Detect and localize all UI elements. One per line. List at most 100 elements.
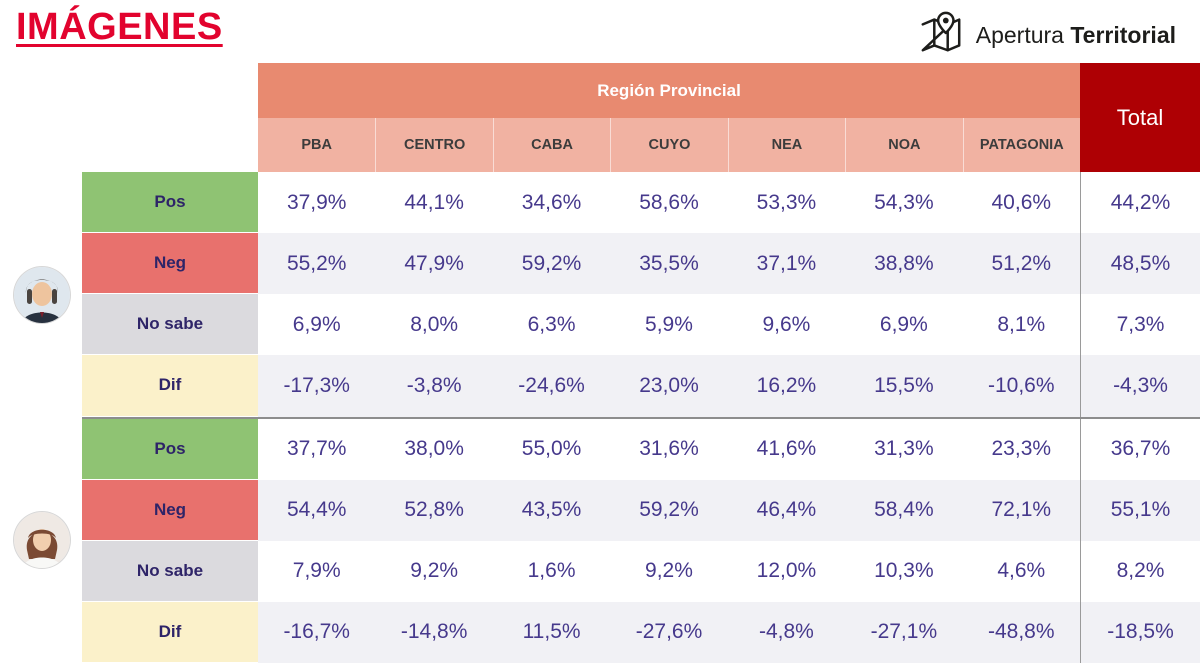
- table-row: Pos 37,9% 44,1% 34,6% 58,6% 53,3% 54,3% 40,6% 44…: [82, 172, 1200, 234]
- value-cell: 52,8%: [375, 479, 493, 541]
- value-cell: 5,9%: [610, 294, 728, 356]
- value-cell: 10,3%: [845, 540, 963, 602]
- value-cell: -17,3%: [258, 355, 376, 417]
- value-cell: -24,6%: [492, 355, 611, 417]
- person-1-photo: [14, 267, 70, 323]
- region-group-header: Región Provincial: [258, 63, 1080, 118]
- table-row: Dif -16,7% -14,8% 11,5% -27,6% -4,8% -27,1% -48…: [82, 601, 1200, 663]
- table-row: No sabe 7,9% 9,2% 1,6% 9,2% 12,0% 10,3% 4,6% 8,2…: [82, 540, 1200, 602]
- value-cell: 37,9%: [258, 172, 376, 234]
- total-cell: 8,2%: [1080, 540, 1200, 602]
- value-cell: -27,6%: [610, 601, 728, 663]
- person-2-photo: [14, 512, 70, 568]
- value-cell: 7,9%: [258, 540, 376, 602]
- value-cell: 44,1%: [375, 172, 493, 234]
- row-label-nosabe: No sabe: [82, 540, 258, 602]
- row-label-neg: Neg: [82, 479, 258, 541]
- value-cell: -14,8%: [375, 601, 493, 663]
- value-cell: 55,0%: [492, 418, 611, 480]
- column-header-row: PBA CENTRO CABA CUYO NEA NOA PATAGONIA: [258, 118, 1080, 172]
- value-cell: -3,8%: [375, 355, 493, 417]
- value-cell: 9,6%: [727, 294, 846, 356]
- branding-label: Apertura Territorial: [976, 22, 1176, 49]
- value-cell: 1,6%: [492, 540, 611, 602]
- value-cell: 55,2%: [258, 233, 376, 295]
- map-location-icon: [918, 10, 964, 61]
- value-cell: 6,9%: [258, 294, 376, 356]
- value-cell: 58,4%: [845, 479, 963, 541]
- column-header-nea: NEA: [727, 118, 846, 172]
- value-cell: 53,3%: [727, 172, 846, 234]
- value-cell: -48,8%: [962, 601, 1080, 663]
- value-cell: -10,6%: [962, 355, 1080, 417]
- value-cell: 15,5%: [845, 355, 963, 417]
- row-label-neg: Neg: [82, 233, 258, 295]
- value-cell: -4,8%: [727, 601, 846, 663]
- value-cell: 37,7%: [258, 418, 376, 480]
- total-header: Total: [1080, 63, 1200, 172]
- total-cell: -4,3%: [1080, 355, 1200, 417]
- value-cell: 6,3%: [492, 294, 611, 356]
- page-title: IMÁGENES: [16, 6, 223, 48]
- row-label-dif: Dif: [82, 601, 258, 663]
- column-header-noa: NOA: [845, 118, 963, 172]
- total-cell: 48,5%: [1080, 233, 1200, 295]
- branding-suffix: Territorial: [1070, 22, 1176, 48]
- branding-prefix: Apertura: [975, 22, 1064, 48]
- value-cell: 58,6%: [610, 172, 728, 234]
- value-cell: 38,0%: [375, 418, 493, 480]
- value-cell: 38,8%: [845, 233, 963, 295]
- value-cell: 47,9%: [375, 233, 493, 295]
- table-row: No sabe 6,9% 8,0% 6,3% 5,9% 9,6% 6,9% 8,1% 7,3%: [82, 294, 1200, 356]
- row-label-nosabe: No sabe: [82, 294, 258, 356]
- total-cell: 44,2%: [1080, 172, 1200, 234]
- value-cell: 34,6%: [492, 172, 611, 234]
- column-header-caba: CABA: [492, 118, 611, 172]
- value-cell: 23,0%: [610, 355, 728, 417]
- total-cell: 36,7%: [1080, 418, 1200, 480]
- table-body: Pos 37,9% 44,1% 34,6% 58,6% 53,3% 54,3% 40,6% 44…: [82, 172, 1200, 663]
- value-cell: 23,3%: [962, 418, 1080, 480]
- row-label-pos: Pos: [82, 172, 258, 234]
- value-cell: 43,5%: [492, 479, 611, 541]
- column-header-centro: CENTRO: [375, 118, 493, 172]
- value-cell: 8,1%: [962, 294, 1080, 356]
- branding: Apertura Territorial: [918, 10, 1176, 61]
- value-cell: 54,4%: [258, 479, 376, 541]
- value-cell: 4,6%: [962, 540, 1080, 602]
- value-cell: 46,4%: [727, 479, 846, 541]
- value-cell: 37,1%: [727, 233, 846, 295]
- value-cell: 12,0%: [727, 540, 846, 602]
- total-cell: -18,5%: [1080, 601, 1200, 663]
- value-cell: 51,2%: [962, 233, 1080, 295]
- value-cell: 16,2%: [727, 355, 846, 417]
- value-cell: 59,2%: [492, 233, 611, 295]
- table-row: Dif -17,3% -3,8% -24,6% 23,0% 16,2% 15,5% -10,6…: [82, 355, 1200, 417]
- value-cell: -16,7%: [258, 601, 376, 663]
- value-cell: 41,6%: [727, 418, 846, 480]
- value-cell: 40,6%: [962, 172, 1080, 234]
- value-cell: 31,3%: [845, 418, 963, 480]
- total-cell: 7,3%: [1080, 294, 1200, 356]
- column-header-patagonia: PATAGONIA: [962, 118, 1080, 172]
- value-cell: 9,2%: [610, 540, 728, 602]
- value-cell: 6,9%: [845, 294, 963, 356]
- column-header-pba: PBA: [258, 118, 376, 172]
- value-cell: 11,5%: [492, 601, 611, 663]
- value-cell: 9,2%: [375, 540, 493, 602]
- value-cell: 8,0%: [375, 294, 493, 356]
- results-table: Región Provincial Total PBA CENTRO CABA CUY…: [82, 63, 1200, 663]
- total-cell: 55,1%: [1080, 479, 1200, 541]
- value-cell: 35,5%: [610, 233, 728, 295]
- table-row: Neg 55,2% 47,9% 59,2% 35,5% 37,1% 38,8% 51,2% 48…: [82, 233, 1200, 295]
- value-cell: 54,3%: [845, 172, 963, 234]
- value-cell: 31,6%: [610, 418, 728, 480]
- row-label-pos: Pos: [82, 418, 258, 480]
- table-row: Pos 37,7% 38,0% 55,0% 31,6% 41,6% 31,3% 23,3% 36…: [82, 416, 1200, 480]
- table-row: Neg 54,4% 52,8% 43,5% 59,2% 46,4% 58,4% 72,1% 55…: [82, 479, 1200, 541]
- column-header-cuyo: CUYO: [610, 118, 728, 172]
- value-cell: 72,1%: [962, 479, 1080, 541]
- row-label-dif: Dif: [82, 355, 258, 417]
- value-cell: 59,2%: [610, 479, 728, 541]
